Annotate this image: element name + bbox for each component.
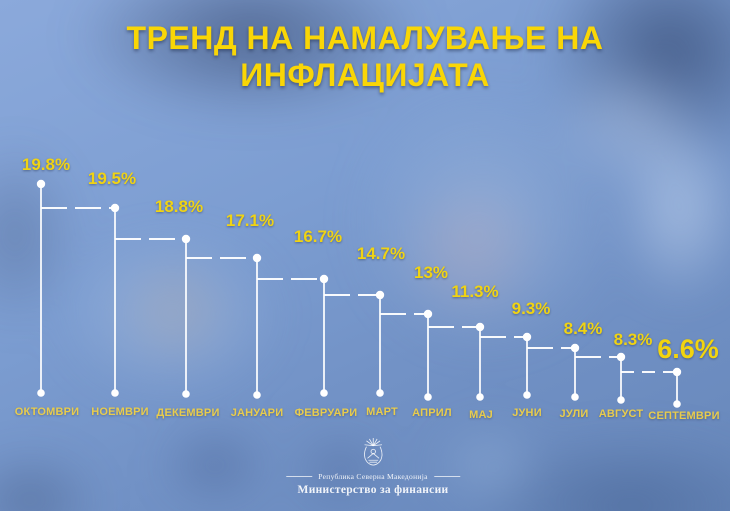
value-label: 14.7% — [357, 244, 405, 263]
separator-line-right — [433, 476, 460, 477]
bg-blob — [615, 115, 730, 305]
chart-point-dot — [375, 290, 385, 300]
month-label: ДЕКЕМВРИ — [156, 407, 219, 419]
chart-baseline-dot — [37, 389, 45, 397]
chart-point-dot — [319, 274, 329, 284]
chart-baseline-dot — [476, 393, 484, 401]
chart-point-dot — [36, 179, 46, 189]
chart-baseline-dot — [571, 393, 579, 401]
chart-baseline-dot — [111, 389, 119, 397]
bg-blob — [115, 250, 235, 370]
value-label: 17.1% — [226, 211, 274, 230]
month-label: АПРИЛ — [412, 407, 452, 419]
value-label: 16.7% — [294, 227, 342, 246]
month-label: МАЈ — [469, 409, 493, 421]
chart-baseline-dot — [376, 389, 384, 397]
value-label: 19.5% — [88, 169, 136, 188]
value-label: 6.6% — [657, 334, 719, 364]
chart-point-dot — [570, 343, 580, 353]
month-label: НОЕМВРИ — [91, 406, 149, 418]
chart-point-dot — [616, 352, 626, 362]
bg-blob — [55, 230, 285, 400]
value-label: 19.8% — [22, 155, 70, 174]
country-name: Република Северна Македонија — [318, 472, 428, 481]
bg-blob — [295, 435, 385, 505]
chart-baseline-dot — [253, 391, 261, 399]
chart-baseline-dot — [424, 393, 432, 401]
bg-blob — [160, 425, 270, 505]
month-label: СЕПТЕМВРИ — [648, 410, 719, 422]
page-title: ТРЕНД НА НАМАЛУВАЊЕ НА ИНФЛАЦИЈАТА — [0, 20, 730, 94]
chart-baseline-dot — [320, 389, 328, 397]
chart-point-dot — [423, 309, 433, 319]
month-label: ЈУНИ — [512, 407, 542, 419]
bg-blob — [395, 175, 545, 325]
value-label: 8.3% — [614, 330, 653, 349]
value-label: 9.3% — [512, 299, 551, 318]
value-label: 11.3% — [451, 282, 498, 301]
separator-line-left — [286, 476, 313, 477]
coat-of-arms-icon — [363, 437, 383, 466]
bg-blob — [430, 420, 550, 510]
chart-point-dot — [110, 203, 120, 213]
value-label: 18.8% — [155, 197, 203, 216]
month-label: ФЕВРУАРИ — [295, 407, 358, 419]
chart-point-dot — [522, 332, 532, 342]
country-name-row: Република Северна Македонија — [286, 472, 460, 481]
chart-baseline-dot — [182, 390, 190, 398]
value-label: 8.4% — [564, 319, 603, 338]
chart-baseline-dot — [617, 396, 625, 404]
chart-baseline-dot — [673, 400, 681, 408]
title-line-2: ИНФЛАЦИЈАТА — [240, 57, 490, 93]
chart-baseline-dot — [523, 391, 531, 399]
month-label: ОКТОМВРИ — [15, 406, 80, 418]
ministry-logo: Република Северна Македонија Министерств… — [286, 437, 460, 496]
month-label: ЈАНУАРИ — [231, 407, 284, 419]
chart-point-dot — [181, 234, 191, 244]
value-label: 13% — [414, 263, 448, 282]
ministry-name: Министерство за финансии — [297, 484, 449, 496]
month-label: АВГУСТ — [599, 408, 644, 420]
chart-point-dot — [252, 253, 262, 263]
chart-point-dot — [475, 322, 485, 332]
month-label: ЈУЛИ — [560, 408, 589, 420]
title-line-1: ТРЕНД НА НАМАЛУВАЊЕ НА — [126, 20, 604, 56]
chart-point-dot — [672, 367, 682, 377]
month-label: МАРТ — [366, 406, 398, 418]
